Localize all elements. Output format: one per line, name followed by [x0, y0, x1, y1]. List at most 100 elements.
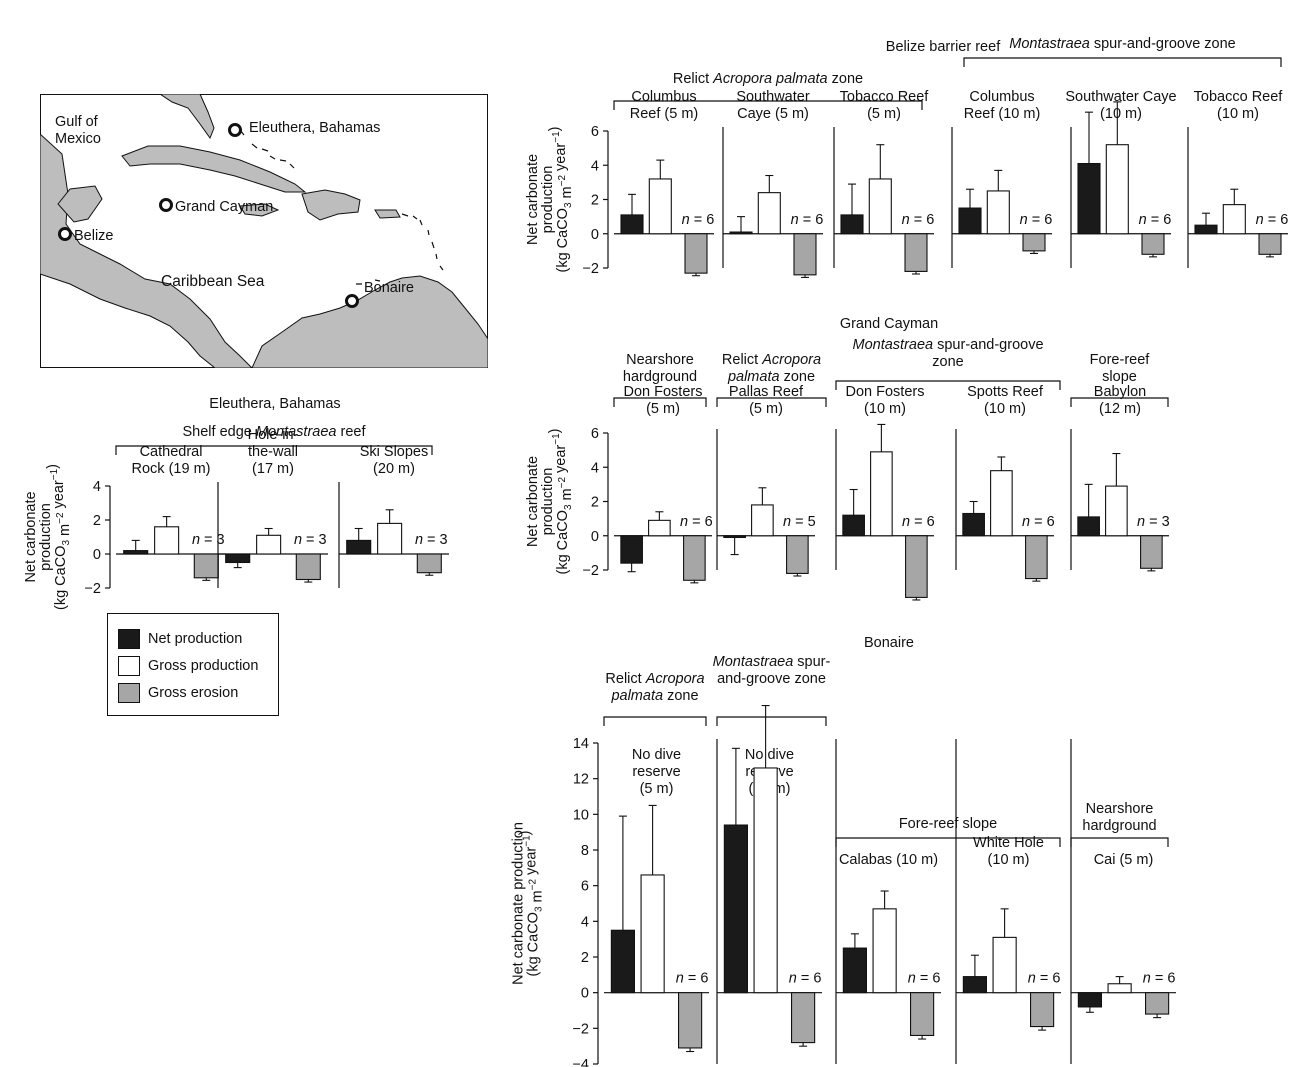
chart-3-group-label-0-line-1: palmata zone — [610, 688, 698, 704]
chart-3-group-label-1-line-0: Montastraea spur- — [713, 654, 831, 670]
legend-item-gross-production: Gross production — [118, 656, 258, 676]
chart-3-group-label-2: Fore-reef slope — [899, 816, 997, 832]
legend-swatch-gross-erosion — [118, 683, 140, 703]
chart-3-group-label-0-line-0: Relict Acropora — [605, 671, 704, 687]
chart-1-site-3-bar-2 — [1025, 535, 1048, 580]
chart-3-ylabel-line-0: Net carbonate production — [511, 822, 527, 985]
chart-3-ytick-label-8: 12 — [573, 772, 589, 788]
chart-2-site-1-bar-1 — [256, 534, 282, 555]
grand-cayman-marker — [159, 198, 173, 212]
chart-3-site-0-name-0: No dive — [632, 747, 681, 763]
chart-1-group-bracket-0 — [613, 397, 707, 407]
chart-2-site-0-bar-1 — [154, 526, 180, 555]
chart-0-site-4-n: n = 6 — [1139, 212, 1172, 228]
chart-0-site-0-bar-2 — [684, 233, 708, 274]
chart-3-title: Bonaire — [864, 635, 914, 651]
chart-3-site-3-bar-0 — [962, 976, 987, 994]
legend-item-gross-erosion: Gross erosion — [118, 683, 238, 703]
eleuthera-marker — [228, 123, 242, 137]
chart-1-title: Grand Cayman — [840, 316, 938, 332]
small-islands — [239, 129, 444, 285]
chart-1-group-label-1-line-0: Relict Acropora — [722, 352, 821, 368]
chart-3-site-4-n: n = 6 — [1143, 971, 1176, 987]
chart-3-site-2-bar-0 — [842, 947, 867, 994]
chart-0-group-bracket-0 — [613, 100, 923, 110]
chart-3-group-bracket-0 — [603, 716, 707, 726]
chart-3-ytick-label-5: 6 — [581, 879, 589, 895]
chart-1-site-2-bar-1 — [870, 451, 893, 537]
chart-2-ytick-label-0: −2 — [84, 581, 101, 597]
chart-2-site-2-bar-2 — [416, 553, 442, 574]
chart-3-ytick-label-9: 14 — [573, 736, 589, 752]
chart-0-group-label-0: Relict Acropora palmata zone — [673, 71, 863, 87]
chart-2-group-label-0: Shelf edge Montastraea reef — [183, 424, 367, 440]
chart-1-ytick-label-4: 6 — [591, 426, 599, 442]
legend: Net production Gross production Gross er… — [107, 613, 279, 716]
chart-0-site-1-name-1: Caye (5 m) — [737, 106, 809, 122]
chart-3-site-0-name-2: (5 m) — [640, 781, 674, 797]
map-landmass — [40, 94, 488, 368]
chart-1-site-1-n: n = 5 — [783, 514, 816, 530]
chart-2-site-1-name-0: Hole-in- — [248, 427, 299, 443]
chart-1-site-2: Don Fosters(10 m) n = 6 — [835, 384, 935, 601]
chart-0-site-2-bar-1 — [868, 178, 892, 235]
chart-3-site-3-bar-2 — [1030, 992, 1055, 1028]
chart-0-site-0-n: n = 6 — [682, 212, 715, 228]
chart-3-site-1-bar-0 — [723, 824, 748, 994]
chart-3-ytick-label-0: −4 — [572, 1057, 589, 1067]
chart-0-title: Belize barrier reef — [886, 39, 1001, 55]
chart-0-ytick-label-0: −2 — [582, 261, 599, 277]
chart-2-ytick-label-2: 2 — [93, 513, 101, 529]
chart-3-site-0-n: n = 6 — [676, 971, 709, 987]
chart-0-site-4-bar-1 — [1105, 144, 1129, 235]
map-label-gulf-2: Mexico — [55, 131, 101, 147]
chart-3-site-4-bar-2 — [1145, 992, 1170, 1015]
chart-0-site-0-bar-0 — [620, 214, 644, 235]
chart-3-site-1-bar-2 — [790, 992, 816, 1044]
chart-0-ylabel-line-2: (kg CaCO3 m−2 year−1) — [547, 126, 575, 272]
caribbean-map: Gulf of Mexico Eleuthera, Bahamas Grand … — [40, 94, 488, 368]
chart-1-site-3-bar-1 — [990, 470, 1013, 537]
chart-2-ylabel-line-2: (kg CaCO3 m−2 year−1) — [45, 464, 73, 610]
chart-3-site-3: White Hole(10 m) n = 6 — [955, 739, 1061, 1064]
chart-2-site-2-n: n = 3 — [415, 532, 448, 548]
chart-1-group-bracket-3 — [1070, 397, 1169, 407]
chart-1-site-1-name-0: Pallas Reef — [729, 384, 804, 400]
chart-3-ytick-label-3: 2 — [581, 950, 589, 966]
chart-0: Belize barrier reef Relict Acropora palma… — [525, 36, 1288, 278]
chart-0-site-5-name-1: (10 m) — [1217, 106, 1259, 122]
chart-2-group-bracket-0 — [115, 445, 433, 455]
chart-3-site-2: Calabas (10 m) n = 6 — [835, 739, 941, 1064]
chart-2-ylabel-line-0: Net carbonate — [23, 491, 39, 582]
chart-1-site-0-bar-1 — [648, 519, 671, 537]
chart-1-site-3: Spotts Reef(10 m) n = 6 — [955, 384, 1055, 582]
chart-3-site-2-n: n = 6 — [908, 971, 941, 987]
chart-1-ytick-label-1: 0 — [591, 529, 599, 545]
map-label-eleuthera: Eleuthera, Bahamas — [249, 120, 381, 136]
chart-0-site-4-name-1: (10 m) — [1100, 106, 1142, 122]
chart-3-site-2-bar-2 — [909, 992, 935, 1037]
legend-swatch-net — [118, 629, 140, 649]
chart-3-site-1-name-0: No dive — [745, 747, 794, 763]
chart-3-site-0-bar-1 — [640, 874, 665, 994]
chart-3-site-3-name-0: White Hole — [973, 835, 1044, 851]
chart-2-site-0-n: n = 3 — [192, 532, 225, 548]
chart-1-site-2-name-1: (10 m) — [864, 401, 906, 417]
chart-0-site-5-bar-1 — [1222, 204, 1246, 235]
chart-1-ylabel-line-1: production — [540, 468, 556, 536]
chart-2-site-1: Hole-in-the-wall(17 m) n = 3 — [217, 427, 328, 588]
chart-0-group-bracket-1 — [963, 57, 1282, 67]
chart-1-group-bracket-1 — [716, 397, 827, 407]
chart-0-site-3-name-0: Columbus — [969, 89, 1034, 105]
chart-0-site-5: Tobacco Reef(10 m) n = 6 — [1187, 89, 1288, 268]
chart-2-ytick-label-1: 0 — [93, 547, 101, 563]
chart-0-site-1-bar-1 — [757, 192, 781, 235]
chart-3-ylabel: Net carbonate production (kg CaCO3 m−2 ye… — [511, 822, 546, 985]
chart-1-site-0-name-0: Don Fosters — [624, 384, 703, 400]
chart-3-ytick-label-7: 10 — [573, 807, 589, 823]
chart-3-group-label-2-line-0: Fore-reef slope — [899, 816, 997, 832]
chart-3-site-4: Cai (5 m) n = 6 — [1070, 739, 1176, 1064]
chart-3-group-label-1-line-1: and-groove zone — [717, 671, 826, 687]
chart-3-site-4-bar-0 — [1077, 992, 1102, 1008]
